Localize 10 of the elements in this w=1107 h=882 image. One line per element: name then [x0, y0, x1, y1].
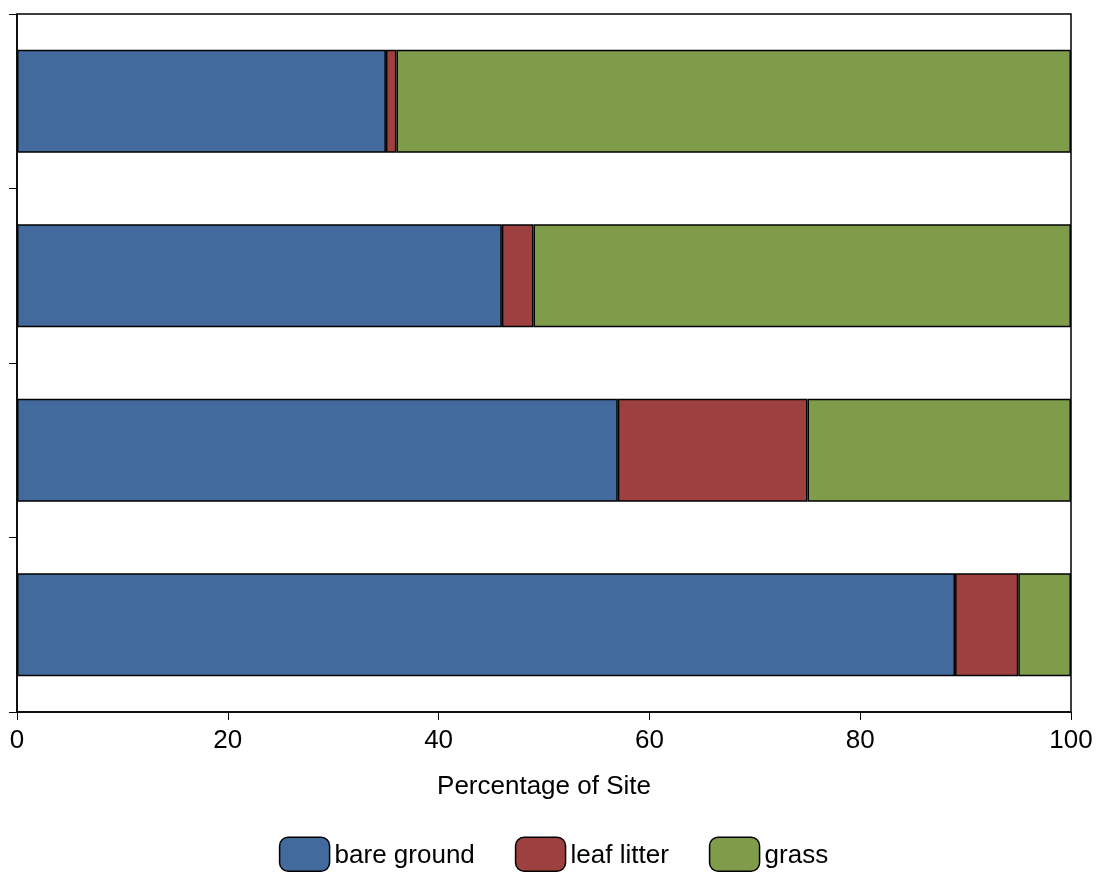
x-tick-label: 20 — [213, 724, 243, 754]
x-tick-label: 40 — [424, 724, 454, 754]
legend-label: grass — [764, 839, 829, 870]
legend-label: leaf litter — [570, 839, 670, 870]
x-tick-label: 100 — [1049, 724, 1093, 754]
x-tick-label: 60 — [634, 724, 664, 754]
x-axis-title: Percentage of Site — [437, 770, 651, 800]
legend-label: bare ground — [334, 839, 475, 870]
x-tick-label: 80 — [845, 724, 875, 754]
x-tick-label: 0 — [9, 724, 25, 754]
